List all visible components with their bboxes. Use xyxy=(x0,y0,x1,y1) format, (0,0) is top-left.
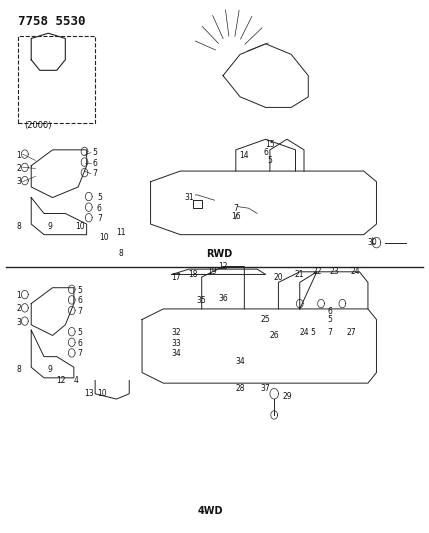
Text: 8: 8 xyxy=(118,249,123,258)
Text: 6: 6 xyxy=(327,307,332,316)
Text: 34: 34 xyxy=(235,358,245,367)
Bar xyxy=(18,36,95,123)
Text: 22: 22 xyxy=(312,268,322,276)
Text: 10: 10 xyxy=(99,233,109,242)
Text: 5: 5 xyxy=(327,315,332,324)
Text: 14: 14 xyxy=(239,151,249,160)
Text: 5: 5 xyxy=(310,328,315,337)
Text: 10: 10 xyxy=(76,222,85,231)
Text: 2: 2 xyxy=(16,304,21,313)
Text: 33: 33 xyxy=(171,339,181,348)
Text: 15: 15 xyxy=(265,140,275,149)
Text: (2000): (2000) xyxy=(24,120,51,130)
Text: 30: 30 xyxy=(367,238,377,247)
Text: 29: 29 xyxy=(282,392,292,401)
Text: 13: 13 xyxy=(84,389,94,398)
Text: 24: 24 xyxy=(299,328,309,337)
Text: 7: 7 xyxy=(97,214,102,223)
Text: 34: 34 xyxy=(171,350,181,359)
Text: 5: 5 xyxy=(78,286,83,295)
Text: 9: 9 xyxy=(48,222,53,231)
Text: 3: 3 xyxy=(16,318,21,327)
Text: 8: 8 xyxy=(16,366,21,374)
Text: 27: 27 xyxy=(346,328,356,337)
Text: 36: 36 xyxy=(218,294,228,303)
Text: RWD: RWD xyxy=(206,248,232,259)
Text: 31: 31 xyxy=(184,193,194,202)
Text: 7758 5530: 7758 5530 xyxy=(18,14,86,28)
Text: 37: 37 xyxy=(261,384,271,393)
Text: 6: 6 xyxy=(263,148,268,157)
Text: 7: 7 xyxy=(93,169,97,178)
Text: 5: 5 xyxy=(267,156,272,165)
Text: 6: 6 xyxy=(78,296,83,305)
Text: 23: 23 xyxy=(329,268,338,276)
Text: 12: 12 xyxy=(218,262,228,271)
Text: 6: 6 xyxy=(78,339,83,348)
Text: 16: 16 xyxy=(231,212,241,221)
Text: 7: 7 xyxy=(78,307,83,316)
Text: 5: 5 xyxy=(78,328,83,337)
Text: 18: 18 xyxy=(188,270,198,279)
Text: 4WD: 4WD xyxy=(197,506,223,516)
Text: 7: 7 xyxy=(233,204,238,213)
Text: 6: 6 xyxy=(97,204,102,213)
Text: 4: 4 xyxy=(73,376,79,385)
Text: 11: 11 xyxy=(116,228,125,237)
Text: 17: 17 xyxy=(171,272,181,281)
Text: 7: 7 xyxy=(78,350,83,359)
Text: 26: 26 xyxy=(269,331,279,340)
Text: 7: 7 xyxy=(327,328,332,337)
Text: 35: 35 xyxy=(197,296,207,305)
Text: 12: 12 xyxy=(56,376,66,385)
Text: 1: 1 xyxy=(16,291,21,300)
Text: 24: 24 xyxy=(350,268,360,276)
Text: 28: 28 xyxy=(236,384,245,393)
Text: 20: 20 xyxy=(274,272,283,281)
Text: 6: 6 xyxy=(93,159,97,167)
Text: 8: 8 xyxy=(16,222,21,231)
Text: 5: 5 xyxy=(97,193,102,202)
Text: 21: 21 xyxy=(295,270,305,279)
Text: 1: 1 xyxy=(16,151,21,160)
Text: 10: 10 xyxy=(97,389,106,398)
Text: 3: 3 xyxy=(16,177,21,186)
Text: 5: 5 xyxy=(93,148,97,157)
Text: 19: 19 xyxy=(208,268,217,276)
Text: 25: 25 xyxy=(261,315,270,324)
Text: 9: 9 xyxy=(48,366,53,374)
Text: 32: 32 xyxy=(171,328,181,337)
Text: 2: 2 xyxy=(16,164,21,173)
